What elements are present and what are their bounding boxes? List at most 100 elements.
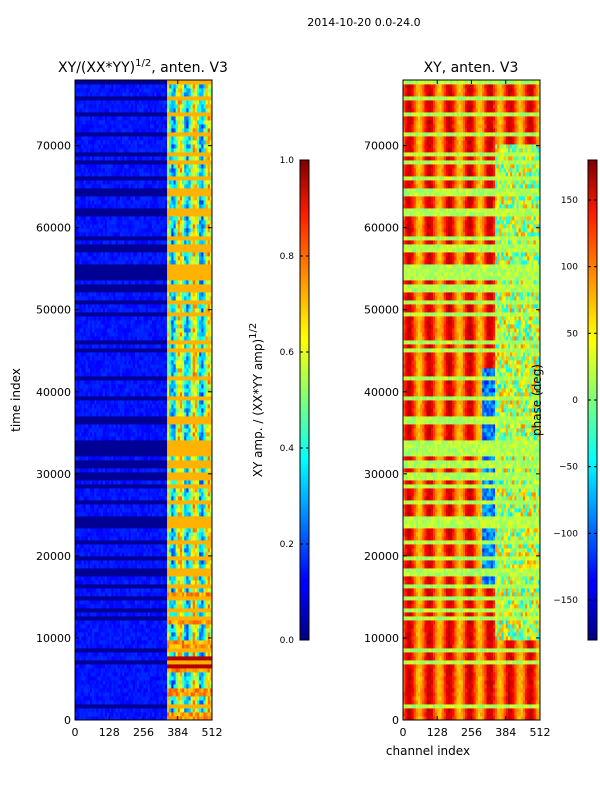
heatmap-cell [119, 584, 123, 589]
heatmap-cell [109, 604, 112, 609]
heatmap-cell [137, 456, 140, 461]
heatmap-cell [134, 608, 138, 613]
heatmap-cell [177, 556, 181, 561]
heatmap-cell [190, 500, 194, 505]
heatmap-cell [113, 420, 117, 425]
heatmap-cell [137, 524, 140, 529]
heatmap-cell [113, 448, 117, 453]
heatmap-cell [201, 432, 204, 437]
heatmap-cell [102, 536, 106, 541]
heatmap-cell [115, 540, 119, 545]
heatmap-cell [141, 556, 144, 561]
heatmap-cell [111, 532, 114, 537]
heatmap-cell [169, 516, 172, 521]
heatmap-cell [83, 444, 87, 449]
heatmap-cell [111, 716, 114, 720]
heatmap-cell [79, 624, 82, 629]
heatmap-cell [89, 640, 93, 645]
heatmap-cell [137, 576, 140, 581]
heatmap-cell [126, 480, 129, 485]
heatmap-cell [94, 708, 97, 713]
heatmap-cell [192, 512, 196, 517]
heatmap-cell [111, 444, 114, 449]
heatmap-cell [143, 640, 147, 645]
heatmap-cell [175, 660, 179, 665]
heatmap-cell [85, 692, 89, 697]
heatmap-cell [149, 480, 153, 485]
heatmap-cell [173, 504, 177, 509]
heatmap-cell [205, 536, 209, 541]
heatmap-cell [143, 540, 147, 545]
heatmap-cell [130, 588, 134, 593]
heatmap-cell [104, 660, 108, 665]
heatmap-cell [117, 448, 121, 453]
heatmap-cell [83, 712, 87, 717]
heatmap-cell [194, 536, 198, 541]
heatmap-cell [102, 564, 106, 569]
heatmap-cell [115, 560, 119, 565]
heatmap-cell [169, 472, 172, 477]
heatmap-cell [209, 416, 212, 421]
heatmap-cell [122, 496, 125, 501]
heatmap-cell [141, 464, 144, 469]
heatmap-cell [169, 692, 172, 697]
heatmap-cell [75, 480, 78, 485]
heatmap-cell [173, 676, 177, 681]
heatmap-cell [143, 440, 147, 445]
heatmap-cell [111, 416, 114, 421]
heatmap-cell [130, 680, 134, 685]
heatmap-cell [89, 696, 93, 701]
heatmap-cell [160, 512, 164, 517]
heatmap-cell [209, 424, 212, 429]
heatmap-cell [143, 600, 147, 605]
heatmap-cell [113, 552, 117, 557]
heatmap-cell [175, 624, 179, 629]
heatmap-cell [134, 408, 138, 413]
heatmap-cell [205, 592, 209, 597]
heatmap-cell [77, 684, 80, 689]
heatmap-cell [100, 688, 104, 693]
heatmap-cell [113, 712, 117, 717]
heatmap-cell [162, 512, 166, 517]
heatmap-cell [156, 408, 159, 413]
heatmap-cell [182, 556, 185, 561]
heatmap-cell [203, 532, 206, 537]
heatmap-cell [179, 712, 183, 717]
heatmap-cell [209, 672, 212, 677]
heatmap-cell [182, 616, 185, 621]
heatmap-cell [92, 616, 95, 621]
heatmap-cell [201, 440, 204, 445]
heatmap-cell [184, 584, 187, 589]
heatmap-cell [139, 568, 142, 573]
heatmap-cell [167, 540, 170, 545]
heatmap-cell [188, 556, 191, 561]
heatmap-cell [96, 716, 99, 720]
heatmap-cell [79, 656, 82, 661]
heatmap-cell [102, 532, 106, 537]
heatmap-cell [137, 644, 140, 649]
heatmap-cell [92, 464, 95, 469]
heatmap-cell [154, 440, 157, 445]
heatmap-cell [173, 448, 177, 453]
heatmap-cell [182, 608, 185, 613]
heatmap-cell [141, 656, 144, 661]
heatmap-cell [179, 436, 183, 441]
heatmap-cell [160, 576, 164, 581]
heatmap-cell [184, 564, 187, 569]
heatmap-cell [154, 700, 157, 705]
heatmap-cell [169, 588, 172, 593]
heatmap-cell [115, 632, 119, 637]
heatmap-cell [113, 636, 117, 641]
heatmap-cell [104, 628, 108, 633]
heatmap-cell [141, 688, 144, 693]
heatmap-cell [173, 536, 177, 541]
heatmap-cell [156, 424, 159, 429]
heatmap-cell [117, 484, 121, 489]
heatmap-cell [126, 716, 129, 720]
heatmap-cell [79, 480, 82, 485]
heatmap-cell [160, 540, 164, 545]
heatmap-cell [109, 696, 112, 701]
heatmap-cell [124, 600, 127, 605]
heatmap-cell [115, 532, 119, 537]
heatmap-cell [111, 556, 114, 561]
